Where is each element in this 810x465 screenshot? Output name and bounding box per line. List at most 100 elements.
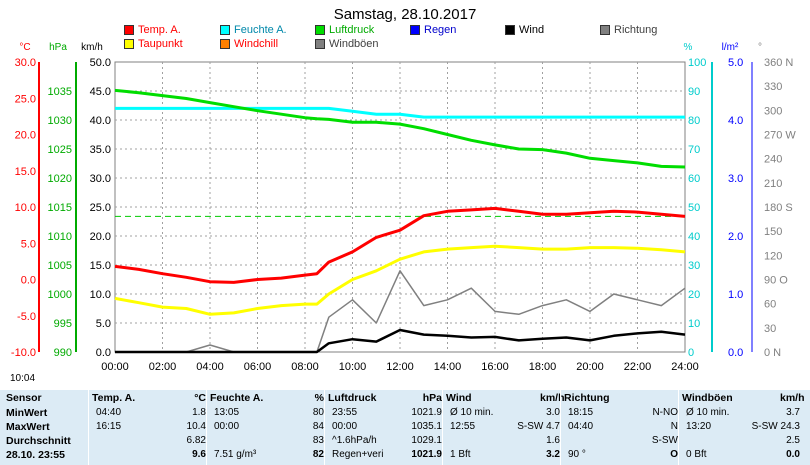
column-separator <box>88 390 89 465</box>
wind-tick-label: 15.0 <box>90 260 111 272</box>
table-cell-sub: 16:15 <box>96 421 122 432</box>
humidity-tick-label: 20 <box>688 289 700 301</box>
table-row-label: 28.10. 23:55 <box>6 449 65 461</box>
hpa-tick-label: 1015 <box>48 202 72 214</box>
table-cell-value: N <box>670 421 678 432</box>
legend-item: Regen <box>410 24 456 36</box>
axis-unit-label: hPa <box>49 42 67 53</box>
axis-unit-label: °C <box>19 42 30 53</box>
temp-tick-label: -10.0 <box>11 347 36 359</box>
table-header: Richtung <box>564 392 610 404</box>
table-cell-value: 9.6 <box>192 449 206 460</box>
table-cell-value: N-NO <box>652 407 678 418</box>
legend-swatch <box>315 39 325 49</box>
table-header: Feuchte A. <box>210 392 264 404</box>
table-cell-value: 82 <box>312 449 324 460</box>
table-cell-sub: ^1.6hPa/h <box>332 435 377 446</box>
rain-tick-label: 3.0 <box>728 173 743 185</box>
direction-tick-label: 270 W <box>764 130 796 142</box>
wind-tick-label: 10.0 <box>90 289 111 301</box>
legend-swatch <box>600 25 610 35</box>
table-cell-value: 1.8 <box>192 407 206 418</box>
direction-tick-label: 0 N <box>764 347 781 359</box>
table-cell-sub: Ø 10 min. <box>686 407 730 418</box>
legend-swatch <box>124 39 134 49</box>
temp-tick-label: 15.0 <box>15 166 36 178</box>
x-tick-label: 02:00 <box>149 361 177 373</box>
column-separator <box>442 390 443 465</box>
humidity-tick-label: 80 <box>688 115 700 127</box>
table-header: Sensor <box>6 392 42 404</box>
chart-series <box>114 88 686 354</box>
table-header-unit: °C <box>194 392 206 404</box>
direction-tick-label: 180 S <box>764 202 793 214</box>
direction-tick-label: 150 <box>764 226 782 238</box>
table-cell-value: 3.0 <box>546 407 560 418</box>
humidity-tick-label: 60 <box>688 173 700 185</box>
direction-tick-label: 240 <box>764 154 782 166</box>
table-cell-value: S-SW <box>651 435 678 446</box>
axis-unit-label: km/h <box>81 42 103 53</box>
series-line-feuchte-a- <box>115 106 685 119</box>
x-tick-label: 12:00 <box>386 361 414 373</box>
stats-table: Sensor Temp. A. °C Feuchte A.% Luftdruck hPa W… <box>0 390 810 465</box>
table-cell-sub: Ø 10 min. <box>450 407 494 418</box>
hpa-tick-label: 1020 <box>48 173 72 185</box>
legend-label: Luftdruck <box>329 24 375 36</box>
x-tick-label: 06:00 <box>244 361 272 373</box>
rain-tick-label: 1.0 <box>728 289 743 301</box>
axis-unit-label: % <box>684 42 693 53</box>
table-cell-value: 3.7 <box>786 407 800 418</box>
humidity-tick-label: 50 <box>688 202 700 214</box>
table-row-label: Durchschnitt <box>6 435 71 447</box>
table-cell-value: 10.4 <box>186 421 206 432</box>
direction-tick-label: 360 N <box>764 57 793 69</box>
table-cell-sub: 23:55 <box>332 407 358 418</box>
table-cell-sub: 90 ° <box>568 449 586 460</box>
hpa-tick-label: 1035 <box>48 86 72 98</box>
table-row-label: MinWert <box>6 407 48 419</box>
humidity-tick-label: 40 <box>688 231 700 243</box>
temp-tick-label: 10.0 <box>15 202 36 214</box>
table-cell-value: 1029.1 <box>411 435 442 446</box>
temp-tick-label: 20.0 <box>15 130 36 142</box>
wind-tick-label: 40.0 <box>90 115 111 127</box>
wind-tick-label: 30.0 <box>90 173 111 185</box>
x-tick-label: 10:00 <box>339 361 367 373</box>
temp-tick-label: 30.0 <box>15 57 36 69</box>
legend-swatch <box>505 25 515 35</box>
hpa-tick-label: 990 <box>54 347 72 359</box>
legend-item: Wind <box>505 24 544 36</box>
direction-tick-label: 210 <box>764 178 782 190</box>
legend-swatch <box>220 39 230 49</box>
wind-tick-label: 0.0 <box>96 347 111 359</box>
legend-item: Luftdruck <box>315 24 374 36</box>
direction-tick-label: 30 <box>764 323 776 335</box>
table-cell-value: 6.82 <box>186 435 206 446</box>
table-cell-value: O <box>670 449 678 460</box>
x-tick-label: 00:00 <box>101 361 129 373</box>
series-line-taupunkt <box>114 244 686 316</box>
humidity-tick-label: 30 <box>688 260 700 272</box>
rain-tick-label: 5.0 <box>728 57 743 69</box>
series-line-wind <box>115 328 686 354</box>
legend-swatch <box>315 25 325 35</box>
wind-tick-label: 20.0 <box>90 231 111 243</box>
table-header: Windböen <box>682 392 733 404</box>
series-line-windb-en <box>115 270 686 353</box>
legend-item: Taupunkt <box>124 38 183 50</box>
axis-unit-label: ° <box>758 42 762 53</box>
wind-tick-label: 25.0 <box>90 202 111 214</box>
hpa-tick-label: 1010 <box>48 231 72 243</box>
rain-tick-label: 0.0 <box>728 347 743 359</box>
legend-label: Wind <box>519 24 545 36</box>
x-tick-label: 22:00 <box>624 361 652 373</box>
humidity-tick-label: 90 <box>688 86 700 98</box>
table-header: Luftdruck <box>328 392 377 404</box>
temp-tick-label: 25.0 <box>15 93 36 105</box>
current-time: 10:04 <box>10 373 36 384</box>
direction-tick-label: 90 O <box>764 275 788 287</box>
direction-tick-label: 60 <box>764 299 776 311</box>
hpa-tick-label: 1030 <box>48 115 72 127</box>
chart-grid <box>114 61 686 353</box>
